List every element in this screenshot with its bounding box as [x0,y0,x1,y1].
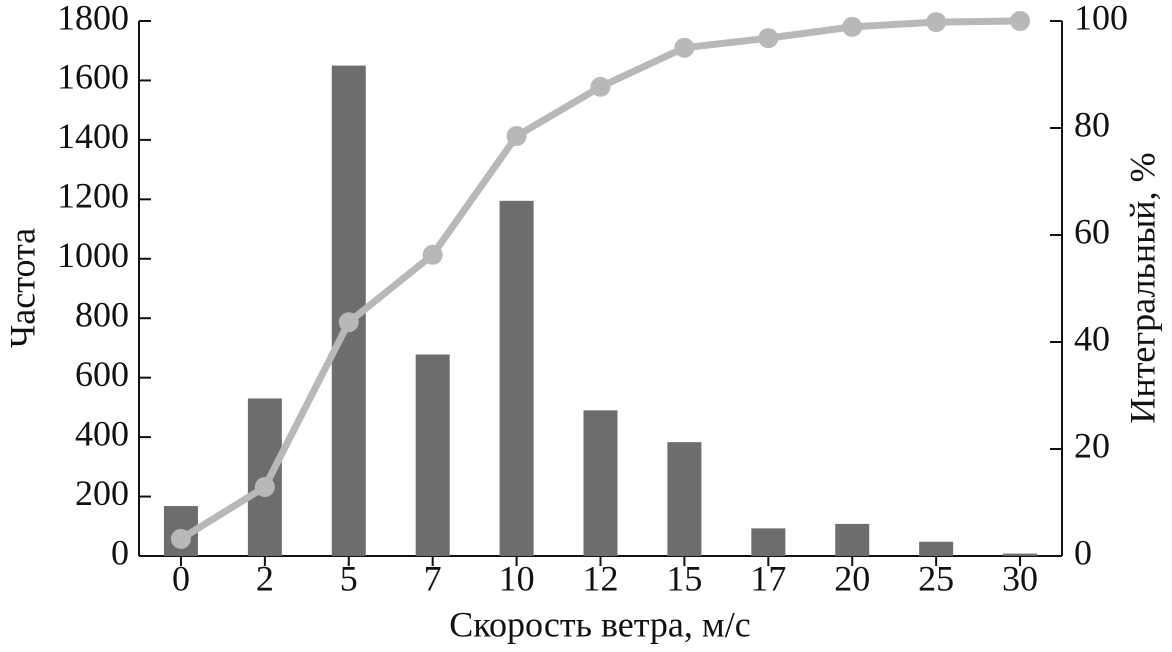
point [170,528,191,549]
point [506,126,527,147]
bar [919,541,954,556]
y-tick-label: 0 [111,532,129,572]
bar [583,410,618,556]
x-axis-label: Скорость ветра, м/с [449,604,750,644]
y-axis-label: Частота [2,228,42,348]
bar [667,442,702,556]
bar [415,354,450,556]
x-tick-label: 2 [256,558,274,598]
y-tick-label: 800 [75,294,129,334]
point [758,28,779,49]
point [590,76,611,97]
x-tick-label: 17 [750,558,786,598]
bar [499,200,534,556]
point [674,37,695,58]
y-tick-label: 200 [75,473,129,513]
x-tick-label: 0 [172,558,190,598]
y2-tick-label: 20 [1074,425,1110,465]
y2-tick-label: 80 [1074,104,1110,144]
y-tick-label: 1000 [57,235,129,275]
y-tick-label: 1800 [57,0,129,37]
point [842,16,863,37]
bar [1003,553,1038,556]
x-tick-label: 30 [1002,558,1038,598]
y-tick-label: 400 [75,413,129,453]
bar [751,528,786,556]
y-tick-label: 1400 [57,116,129,156]
point [338,312,359,333]
y-tick-label: 1600 [57,57,129,97]
x-tick-label: 15 [666,558,702,598]
point [422,244,443,265]
y2-tick-label: 60 [1074,211,1110,251]
x-tick-label: 25 [918,558,954,598]
y2-tick-label: 100 [1074,0,1128,37]
x-tick-label: 12 [583,558,619,598]
y2-tick-label: 40 [1074,318,1110,358]
x-tick-label: 10 [499,558,535,598]
x-tick-label: 20 [834,558,870,598]
bar [835,523,870,556]
y-tick-label: 1200 [57,176,129,216]
y-tick-label: 600 [75,354,129,394]
point [926,12,947,33]
point [254,476,275,497]
y2-axis-label: Интегральный, % [1122,152,1162,423]
x-tick-label: 5 [340,558,358,598]
point [1010,11,1031,31]
y2-tick-label: 0 [1074,532,1092,572]
x-tick-label: 7 [424,558,442,598]
